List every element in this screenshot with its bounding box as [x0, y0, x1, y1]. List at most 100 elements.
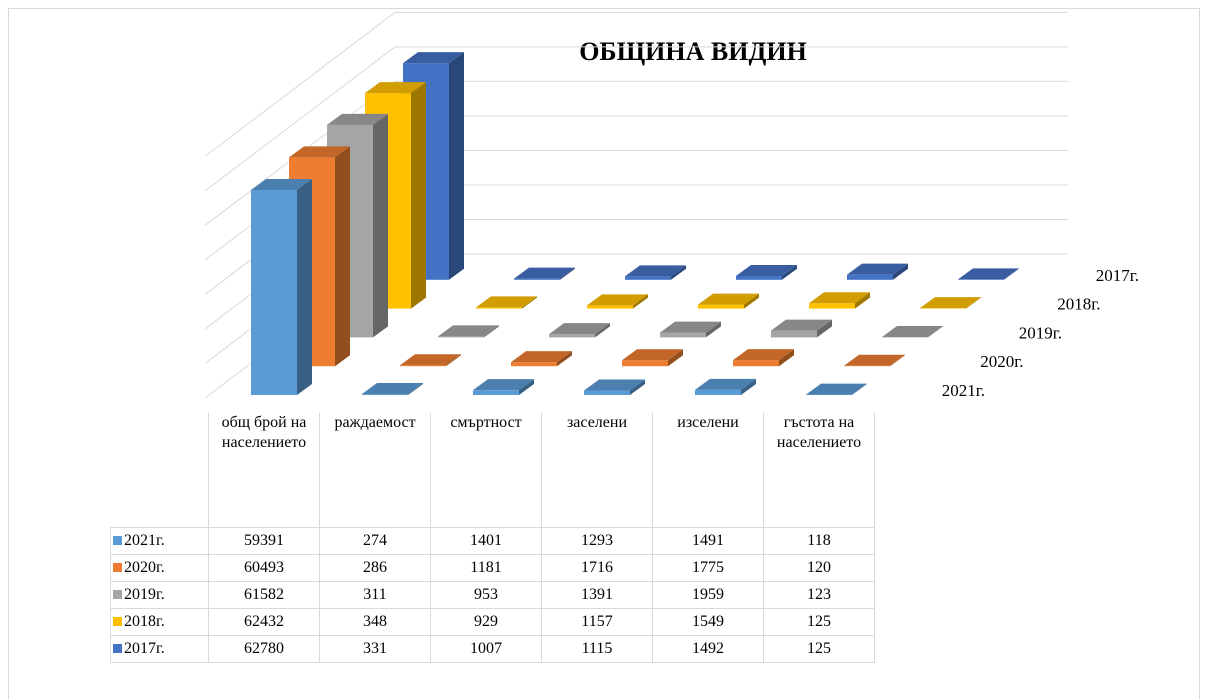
bar — [882, 325, 943, 338]
bar-front — [549, 334, 595, 338]
series-cell: 2021г. — [110, 527, 209, 555]
bar-top — [587, 294, 648, 306]
bar-side — [522, 296, 537, 309]
bar-side — [484, 325, 499, 338]
table-value: 1115 — [541, 635, 653, 663]
bar — [771, 319, 832, 338]
table-value: 274 — [319, 527, 431, 555]
table-value: 1549 — [652, 608, 764, 636]
bar-side — [449, 52, 464, 280]
table-value: 1959 — [652, 581, 764, 609]
bar-side — [1004, 268, 1019, 280]
depth-axis-label: 2018г. — [1057, 295, 1100, 314]
bar — [844, 354, 905, 367]
bar-front — [771, 330, 817, 338]
depth-axis-label: 2019г. — [1019, 323, 1062, 342]
bar — [514, 267, 575, 280]
table-value: 1492 — [652, 635, 764, 663]
bar-front — [625, 276, 671, 280]
bar-top — [511, 351, 572, 363]
bar-front — [736, 275, 782, 280]
bar-top — [806, 383, 867, 395]
table-value: 62432 — [208, 608, 320, 636]
bar-top — [403, 52, 464, 64]
bar — [549, 323, 610, 338]
bar — [847, 263, 908, 280]
bar-front — [511, 362, 557, 367]
bar — [438, 325, 499, 338]
legend-key — [113, 590, 122, 599]
bar-side — [408, 383, 423, 395]
legend-label: 2020г. — [124, 559, 165, 576]
bar — [362, 383, 423, 395]
legend-label: 2019г. — [124, 586, 165, 603]
category-label: общ брой на населението — [208, 413, 320, 528]
bar-side — [928, 325, 943, 338]
category-label: гъстота на населението — [763, 413, 875, 528]
bar — [958, 268, 1019, 280]
table-value: 953 — [430, 581, 542, 609]
bar-top — [514, 267, 575, 279]
table-corner — [110, 413, 209, 528]
table-value: 1775 — [652, 554, 764, 582]
legend-key — [113, 617, 122, 626]
bar-side — [852, 383, 867, 395]
bar-top — [251, 179, 312, 191]
bar — [625, 265, 686, 280]
bar-top — [365, 82, 426, 94]
bar — [733, 349, 794, 367]
chart-frame — [8, 8, 1200, 699]
bar-top — [844, 354, 905, 366]
table-value: 120 — [763, 554, 875, 582]
bar-front — [251, 190, 297, 395]
bar — [473, 379, 534, 395]
bar-top — [771, 319, 832, 331]
category-label: раждаемост — [319, 413, 431, 528]
bar-top — [327, 113, 388, 125]
bar — [695, 378, 756, 395]
bar-side — [446, 354, 461, 367]
legend-label: 2021г. — [124, 532, 165, 549]
table-row: 2017г. 62780 331 1007 1115 1492 125 — [110, 635, 875, 663]
table-value: 1007 — [430, 635, 542, 663]
table-value: 60493 — [208, 554, 320, 582]
bar — [809, 292, 870, 309]
bar-side — [633, 294, 648, 309]
table-value: 331 — [319, 635, 431, 663]
legend-key — [113, 644, 122, 653]
bar-top — [695, 378, 756, 390]
bar-top — [625, 265, 686, 277]
legend-key — [113, 536, 122, 545]
table-value: 1293 — [541, 527, 653, 555]
category-label: смъртност — [430, 413, 542, 528]
category-label: изселени — [652, 413, 764, 528]
table-value: 311 — [319, 581, 431, 609]
bar-side — [557, 351, 572, 367]
bar-side — [671, 265, 686, 280]
series-cell: 2020г. — [110, 554, 209, 582]
bar — [400, 354, 461, 367]
bar — [736, 264, 797, 280]
series-cell: 2018г. — [110, 608, 209, 636]
bar-front — [698, 304, 744, 309]
bar-front — [809, 303, 855, 309]
bar-top — [958, 268, 1019, 280]
table-value: 61582 — [208, 581, 320, 609]
bar-side — [890, 354, 905, 367]
bar-side — [519, 379, 534, 395]
bar-top — [289, 146, 350, 158]
bar-side — [297, 179, 312, 395]
bar-side — [782, 264, 797, 280]
table-value: 118 — [763, 527, 875, 555]
bar-side — [966, 297, 981, 309]
bar-top — [400, 354, 461, 366]
depth-axis-label: 2020г. — [980, 352, 1023, 371]
bar-front — [584, 390, 630, 395]
bar-side — [893, 263, 908, 280]
bar-front — [476, 307, 522, 309]
bar-front — [847, 274, 893, 280]
bar-side — [741, 378, 756, 395]
category-label: заселени — [541, 413, 653, 528]
bar-side — [668, 349, 683, 367]
